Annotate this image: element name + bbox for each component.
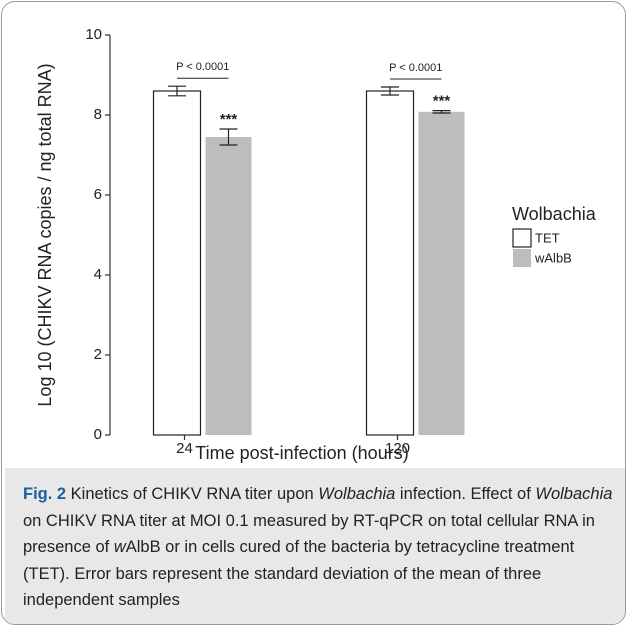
significance-stars: *** — [220, 111, 238, 128]
significance-stars: *** — [433, 93, 451, 110]
caption-text: infection. Effect of — [395, 485, 536, 503]
x-axis-label: Time post-infection (hours) — [195, 443, 408, 463]
y-axis-label: Log 10 (CHIKV RNA copies / ng total RNA) — [35, 63, 55, 406]
bar — [152, 90, 202, 436]
error-bar — [168, 85, 186, 97]
p-value-label: P < 0.0001 — [389, 62, 442, 74]
chart: Time post-infection (hours) Log 10 (CHIK… — [35, 26, 597, 463]
error-bar — [219, 128, 238, 146]
legend-label: wAlbB — [534, 250, 572, 265]
bar — [205, 137, 252, 435]
legend-title: Wolbachia — [512, 204, 597, 224]
error-bar — [432, 110, 451, 114]
y-tick-label: 2 — [94, 346, 102, 363]
bar — [365, 90, 415, 436]
y-tick-label: 10 — [85, 26, 102, 43]
y-tick-label: 8 — [94, 106, 102, 123]
caption-text: Wolbachia — [318, 485, 396, 503]
caption-text: AlbB or in cells cured of the bacteria b… — [23, 538, 575, 609]
error-bar — [381, 86, 399, 96]
caption-text: on CHIKV RNA titer at MOI 0.1 measured b… — [23, 511, 595, 557]
legend-label: TET — [535, 230, 560, 245]
x-tick-label: 24 — [176, 440, 193, 457]
caption: Fig. 2 Kinetics of CHIKV RNA titer upon … — [5, 468, 625, 624]
y-tick-label: 4 — [94, 266, 102, 283]
bar — [418, 111, 465, 436]
legend-swatch — [512, 228, 532, 248]
legend-swatch — [513, 249, 531, 267]
p-value-label: P < 0.0001 — [176, 61, 229, 73]
y-tick-label: 0 — [94, 426, 102, 443]
caption-text: Fig. 2 — [23, 485, 67, 503]
y-tick-label: 6 — [94, 186, 102, 203]
caption-text: Wolbachia — [535, 485, 613, 503]
x-tick-label: 120 — [385, 440, 410, 457]
caption-text: Kinetics of CHIKV RNA titer upon — [66, 485, 319, 503]
caption-text: w — [113, 538, 126, 556]
